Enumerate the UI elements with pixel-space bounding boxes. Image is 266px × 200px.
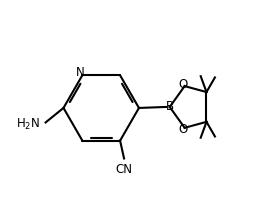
Text: CN: CN <box>115 163 132 176</box>
Text: O: O <box>178 123 188 136</box>
Text: N: N <box>76 66 84 79</box>
Text: B: B <box>166 100 174 113</box>
Text: O: O <box>178 78 188 91</box>
Text: H$_2$N: H$_2$N <box>16 117 41 132</box>
